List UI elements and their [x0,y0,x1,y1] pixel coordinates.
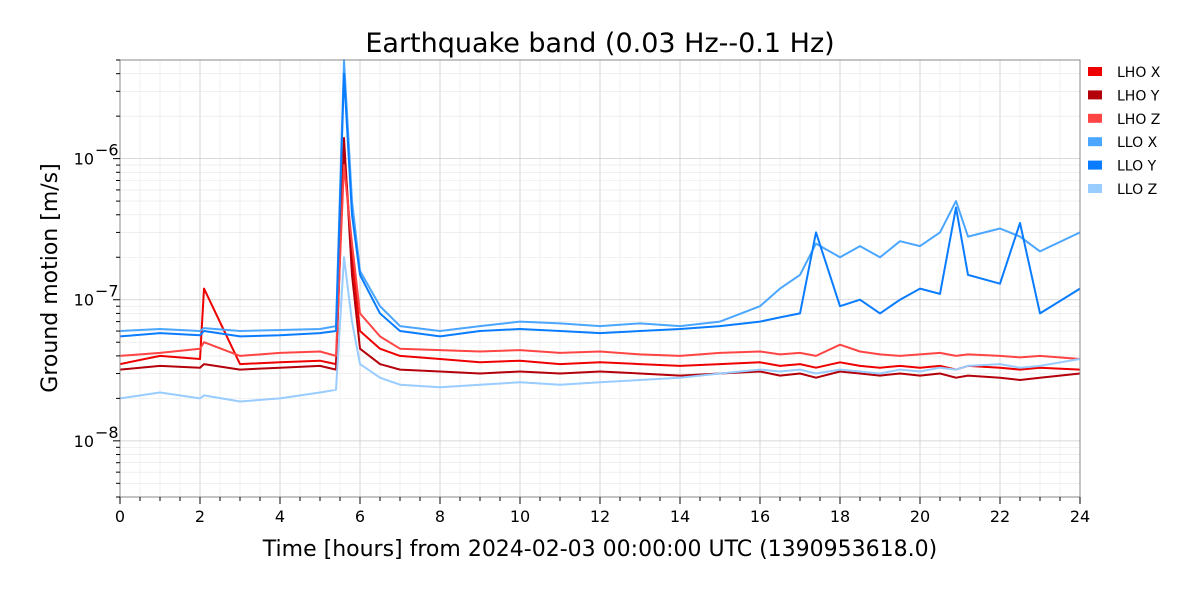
x-tick-label: 6 [355,507,365,526]
series-line [119,59,1081,332]
x-tick-label: 2 [195,507,205,526]
x-tick-label: 4 [275,507,285,526]
legend-swatch [1088,113,1102,123]
legend-label: LLO X [1117,135,1158,151]
y-tick-exponent: −6 [95,141,119,160]
y-axis-label: Ground motion [m/s] [38,163,63,392]
legend-swatch [1088,160,1102,170]
y-tick-exponent: −7 [95,282,119,301]
x-tick-label: 0 [115,507,125,526]
x-tick-label: 12 [590,507,610,526]
x-tick-label: 18 [830,507,850,526]
x-tick-label: 24 [1070,507,1090,526]
x-axis-label: Time [hours] from 2024-02-03 00:00:00 UT… [262,537,937,562]
y-tick-exponent: −8 [95,423,119,442]
series-lines [119,59,1081,403]
series-line [119,137,1081,381]
legend-swatch [1088,90,1102,100]
y-tick-label: 10 [74,291,94,310]
series-line [119,72,1081,338]
legend-label: LHO Z [1117,112,1160,128]
x-tick-label: 14 [670,507,690,526]
series-line [119,256,1081,403]
y-tick-label: 10 [74,432,94,451]
x-tick-label: 10 [510,507,530,526]
legend-swatch [1088,67,1102,76]
x-tick-label: 8 [435,507,445,526]
legend-label: LLO Z [1117,182,1157,198]
legend-swatch [1088,184,1102,193]
y-tick-label: 10 [74,150,94,169]
legend: LHO X LHO Y LHO Z LLO X LLO Y LLO Z [1088,65,1161,198]
legend-swatch [1088,137,1102,147]
legend-label: LLO Y [1117,159,1157,175]
grid [119,59,1081,498]
legend-label: LHO X [1117,65,1161,81]
series-line [119,164,1081,360]
x-tick-label: 22 [990,507,1010,526]
chart-title: Earthquake band (0.03 Hz--0.1 Hz) [365,28,834,59]
series-line [119,146,1081,371]
legend-label: LHO Y [1117,88,1160,104]
x-tick-label: 20 [910,507,930,526]
x-tick-label: 16 [750,507,770,526]
